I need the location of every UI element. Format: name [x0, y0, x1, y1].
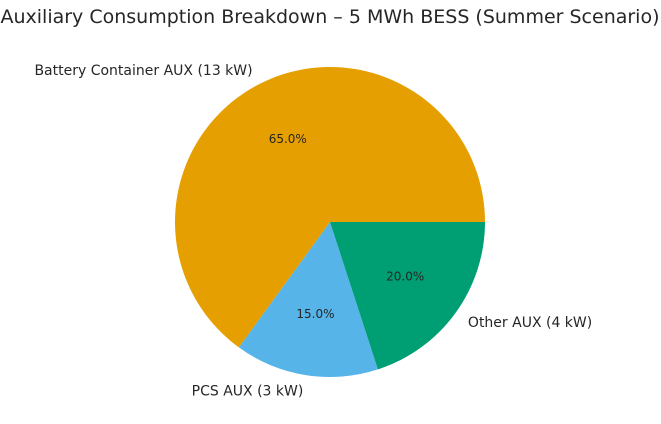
pie-slice [238, 222, 378, 378]
pie-labels: 65.0% Battery Container AUX (13 kW) 15.0% P… [34, 63, 592, 399]
slice-category-label: Battery Container AUX (13 kW) [34, 63, 252, 79]
slice-percent-label: 65.0% [269, 132, 307, 146]
slice-percent-label: 20.0% [386, 270, 424, 284]
slice-category-label: Other AUX (4 kW) [468, 315, 592, 331]
pie-slice [330, 222, 485, 370]
chart-title: Auxiliary Consumption Breakdown – 5 MWh … [0, 6, 659, 28]
pie-slices [174, 66, 485, 378]
pie-slice [174, 66, 485, 348]
slice-category-label: PCS AUX (3 kW) [192, 383, 304, 399]
slice-percent-label: 15.0% [296, 307, 334, 321]
